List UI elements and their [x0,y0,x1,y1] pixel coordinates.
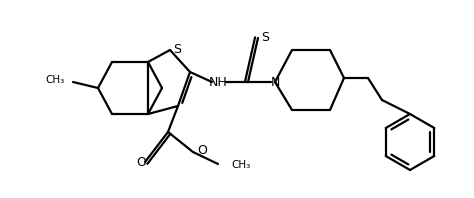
Text: S: S [173,43,181,55]
Text: CH₃: CH₃ [46,75,65,85]
Text: S: S [261,30,269,44]
Text: CH₃: CH₃ [231,160,250,170]
Text: N: N [270,75,280,89]
Text: NH: NH [209,75,228,89]
Text: O: O [136,155,146,168]
Text: O: O [197,144,207,156]
